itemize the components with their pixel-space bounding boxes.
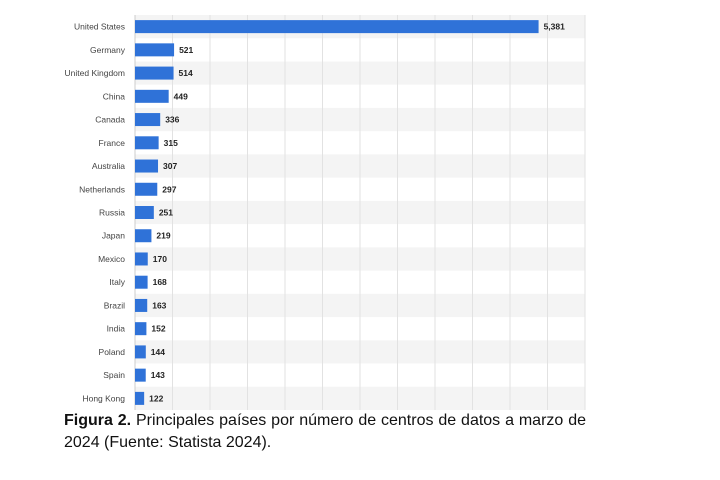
bar <box>135 43 175 57</box>
value-label: 251 <box>159 208 173 218</box>
figure-caption: Figura 2. Principales países por número … <box>64 410 586 454</box>
category-label: Poland <box>99 347 126 357</box>
bar <box>135 368 146 382</box>
bar <box>135 136 159 150</box>
value-label: 315 <box>164 138 178 148</box>
caption-label: Figura 2. <box>64 412 132 429</box>
bar <box>135 322 147 336</box>
category-label: Japan <box>102 231 125 241</box>
value-label: 307 <box>163 161 177 171</box>
category-label: United Kingdom <box>65 68 125 78</box>
value-label: 514 <box>179 68 193 78</box>
value-label: 152 <box>151 324 165 334</box>
value-label: 144 <box>151 347 165 357</box>
value-label: 122 <box>149 393 163 403</box>
category-label: Italy <box>109 277 125 287</box>
caption-text: Principales países por número de centros… <box>64 412 586 451</box>
value-label: 219 <box>156 231 170 241</box>
category-label: Spain <box>103 370 125 380</box>
value-label: 143 <box>151 370 165 380</box>
value-label: 163 <box>152 300 166 310</box>
value-label: 297 <box>162 184 176 194</box>
bar <box>135 298 148 312</box>
category-label: Netherlands <box>79 184 125 194</box>
bar <box>135 159 159 173</box>
category-label: Brazil <box>104 300 125 310</box>
category-label: Hong Kong <box>82 393 125 403</box>
value-label: 449 <box>174 91 188 101</box>
value-label: 521 <box>179 45 193 55</box>
category-label: China <box>103 91 125 101</box>
bar <box>135 182 158 196</box>
value-label: 5,381 <box>544 22 566 32</box>
bar <box>135 345 146 359</box>
category-label: India <box>107 324 126 334</box>
bar <box>135 113 161 127</box>
value-label: 168 <box>153 277 167 287</box>
bar <box>135 206 154 219</box>
value-label: 336 <box>165 115 179 125</box>
bar <box>135 66 174 80</box>
chart: United States 5,381 Germany 521 United Kingd… <box>65 15 586 410</box>
bar <box>135 89 169 103</box>
category-label: United States <box>74 22 125 32</box>
bar <box>135 391 145 405</box>
bar <box>135 229 152 243</box>
bar <box>135 252 148 266</box>
bar <box>135 20 539 34</box>
category-label: Russia <box>99 208 125 218</box>
category-label: Australia <box>92 161 125 171</box>
category-label: Mexico <box>98 254 125 264</box>
bar <box>135 275 148 289</box>
category-label: Canada <box>95 115 125 125</box>
category-label: Germany <box>90 45 126 55</box>
bar-chart-svg: United States 5,381 Germany 521 United Kingd… <box>65 15 586 410</box>
category-label: France <box>99 138 126 148</box>
value-label: 170 <box>153 254 167 264</box>
